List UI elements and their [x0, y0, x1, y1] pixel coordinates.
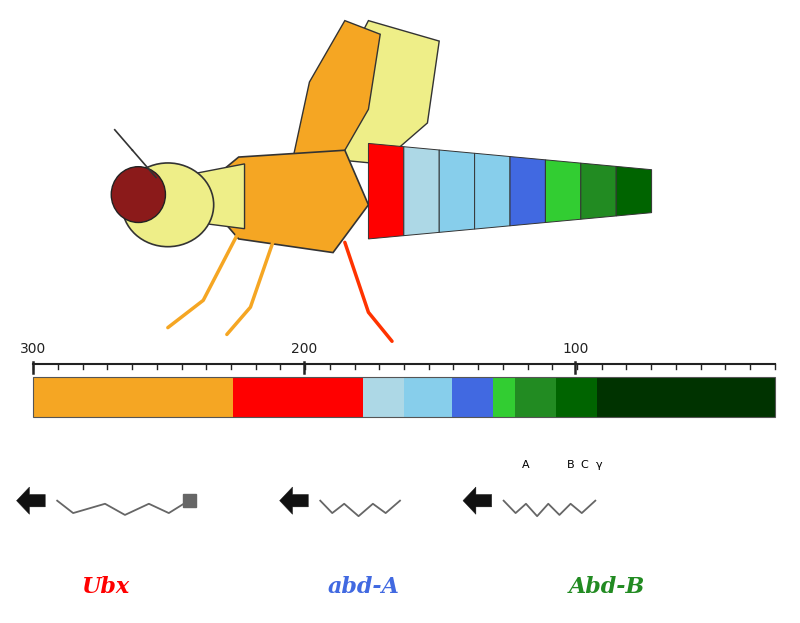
- Text: A: A: [522, 460, 530, 470]
- Polygon shape: [581, 163, 616, 219]
- Text: C: C: [580, 460, 588, 470]
- Polygon shape: [369, 143, 404, 239]
- Ellipse shape: [111, 167, 166, 222]
- Polygon shape: [404, 146, 439, 235]
- Text: abd-A: abd-A: [328, 576, 400, 599]
- Bar: [34, 377, 234, 417]
- Polygon shape: [310, 21, 439, 164]
- Bar: [493, 377, 515, 417]
- Bar: [515, 377, 556, 417]
- Polygon shape: [17, 487, 46, 515]
- Text: 300: 300: [20, 341, 46, 356]
- Text: 100: 100: [562, 341, 589, 356]
- Polygon shape: [292, 21, 380, 171]
- Bar: [234, 377, 363, 417]
- Polygon shape: [463, 487, 492, 515]
- Ellipse shape: [122, 163, 214, 247]
- Polygon shape: [616, 166, 652, 216]
- Polygon shape: [474, 153, 510, 229]
- Bar: [363, 377, 404, 417]
- Bar: [556, 377, 597, 417]
- Polygon shape: [439, 150, 474, 232]
- Bar: [597, 377, 774, 417]
- Polygon shape: [280, 487, 308, 515]
- Polygon shape: [191, 164, 245, 229]
- Bar: [183, 494, 196, 508]
- Bar: [34, 377, 774, 417]
- Text: Ubx: Ubx: [81, 576, 129, 599]
- Bar: [404, 377, 452, 417]
- Polygon shape: [510, 156, 546, 226]
- Polygon shape: [198, 150, 369, 252]
- Bar: [452, 377, 493, 417]
- Text: B: B: [566, 460, 574, 470]
- Text: 200: 200: [291, 341, 318, 356]
- Polygon shape: [546, 160, 581, 222]
- Text: γ: γ: [596, 460, 602, 470]
- Text: Abd-B: Abd-B: [569, 576, 646, 599]
